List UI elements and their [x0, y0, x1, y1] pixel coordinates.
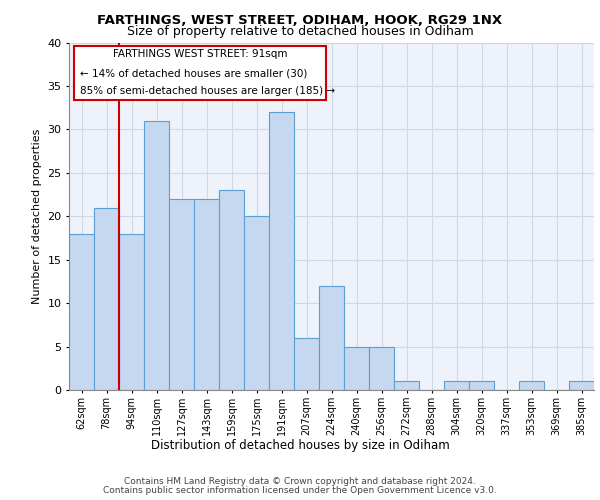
- Text: ← 14% of detached houses are smaller (30): ← 14% of detached houses are smaller (30…: [79, 68, 307, 78]
- Bar: [169, 199, 194, 390]
- Bar: [394, 382, 419, 390]
- Bar: [369, 346, 394, 390]
- Bar: [269, 112, 294, 390]
- Text: Size of property relative to detached houses in Odiham: Size of property relative to detached ho…: [127, 25, 473, 38]
- Text: FARTHINGS WEST STREET: 91sqm: FARTHINGS WEST STREET: 91sqm: [113, 50, 287, 59]
- FancyBboxPatch shape: [74, 46, 326, 100]
- Text: Contains HM Land Registry data © Crown copyright and database right 2024.: Contains HM Land Registry data © Crown c…: [124, 477, 476, 486]
- Bar: [144, 120, 169, 390]
- Bar: [244, 216, 269, 390]
- Text: FARTHINGS, WEST STREET, ODIHAM, HOOK, RG29 1NX: FARTHINGS, WEST STREET, ODIHAM, HOOK, RG…: [97, 14, 503, 27]
- Bar: [344, 346, 369, 390]
- Text: 85% of semi-detached houses are larger (185) →: 85% of semi-detached houses are larger (…: [79, 86, 335, 96]
- Text: Distribution of detached houses by size in Odiham: Distribution of detached houses by size …: [151, 440, 449, 452]
- Bar: [319, 286, 344, 390]
- Bar: [519, 382, 544, 390]
- Bar: [469, 382, 494, 390]
- Bar: [94, 208, 119, 390]
- Bar: [119, 234, 144, 390]
- Text: Contains public sector information licensed under the Open Government Licence v3: Contains public sector information licen…: [103, 486, 497, 495]
- Bar: [69, 234, 94, 390]
- Bar: [444, 382, 469, 390]
- Y-axis label: Number of detached properties: Number of detached properties: [32, 128, 41, 304]
- Bar: [294, 338, 319, 390]
- Bar: [569, 382, 594, 390]
- Bar: [194, 199, 219, 390]
- Bar: [219, 190, 244, 390]
